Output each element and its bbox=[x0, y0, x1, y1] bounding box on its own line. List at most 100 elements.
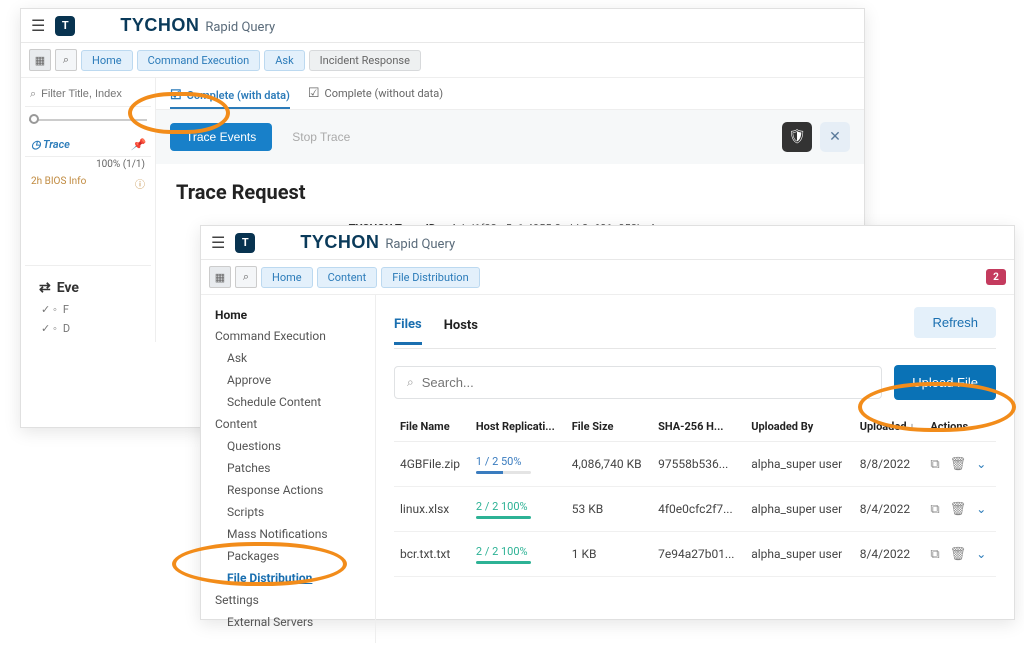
crumb-filedist[interactable]: File Distribution bbox=[381, 267, 479, 288]
brand-name: TYCHON bbox=[120, 15, 199, 36]
slider[interactable] bbox=[29, 113, 147, 127]
cell-sha: 4f0e0cfc2f7... bbox=[652, 487, 745, 532]
action-bar: Trace Events Stop Trace 🛡 ✕ bbox=[156, 110, 864, 164]
side-questions[interactable]: Questions bbox=[215, 435, 371, 457]
cell-actions: ⧉ 🗑 ⌄ bbox=[924, 532, 996, 577]
cell-uploadedby: alpha_super user bbox=[745, 532, 854, 577]
crumb-grid-icon[interactable]: ▦ bbox=[29, 49, 51, 71]
side-scripts[interactable]: Scripts bbox=[215, 501, 371, 523]
col-header[interactable]: Actions bbox=[924, 412, 996, 442]
events-heading: ⇄ Eve bbox=[31, 276, 151, 300]
crumb-home[interactable]: Home bbox=[261, 267, 313, 288]
stop-trace-button[interactable]: Stop Trace bbox=[282, 123, 360, 151]
cell-replication: 2 / 2 100% bbox=[470, 487, 566, 532]
side-approve[interactable]: Approve bbox=[215, 369, 371, 391]
pin-icon: 📌 bbox=[131, 138, 145, 151]
side-ce[interactable]: Command Execution bbox=[215, 325, 371, 347]
refresh-button[interactable]: Refresh bbox=[914, 307, 996, 338]
section-title: Trace Request bbox=[176, 180, 844, 204]
breadcrumb: ▦ ⌕ Home Command Execution Ask Incident … bbox=[21, 43, 864, 78]
trace-events-button[interactable]: Trace Events bbox=[170, 123, 272, 151]
window-filedist: ☰ T TYCHON Rapid Query ▦ ⌕ Home Content … bbox=[200, 225, 1015, 620]
left-panel: ⌕ ◷ Trace 📌 100% (1/1) 2h BIOS Info ⓘ ⇄ … bbox=[21, 78, 156, 342]
search-box[interactable]: ⌕ bbox=[394, 366, 882, 399]
check-icon: ☑ bbox=[308, 86, 320, 101]
trace-item[interactable]: ◷ Trace 📌 bbox=[25, 133, 151, 157]
col-header[interactable]: Host Replicati... bbox=[470, 412, 566, 442]
side-extservers[interactable]: External Servers bbox=[215, 611, 371, 633]
shield-icon[interactable]: 🛡 bbox=[782, 122, 812, 152]
side-schedule[interactable]: Schedule Content bbox=[215, 391, 371, 413]
crumb-grid-icon[interactable]: ▦ bbox=[209, 266, 231, 288]
cell-uploadedby: alpha_super user bbox=[745, 442, 854, 487]
side-settings[interactable]: Settings bbox=[215, 589, 371, 611]
crumb-home[interactable]: Home bbox=[81, 50, 133, 71]
chevron-down-icon[interactable]: ⌄ bbox=[976, 502, 986, 516]
side-patches[interactable]: Patches bbox=[215, 457, 371, 479]
side-home[interactable]: Home bbox=[215, 305, 371, 325]
tab-complete-nodata[interactable]: ☑ Complete (without data) bbox=[308, 86, 443, 101]
logo-mark: T bbox=[55, 16, 75, 36]
side-ask[interactable]: Ask bbox=[215, 347, 371, 369]
col-header[interactable]: File Size bbox=[566, 412, 652, 442]
tab-files[interactable]: Files bbox=[394, 311, 422, 345]
tab-label: Complete (without data) bbox=[325, 87, 444, 100]
crumb-ir[interactable]: Incident Response bbox=[309, 50, 421, 71]
delete-icon[interactable]: 🗑 bbox=[950, 502, 967, 517]
side-filedist[interactable]: File Distribution bbox=[215, 567, 371, 589]
bios-item[interactable]: 2h BIOS Info ⓘ bbox=[25, 172, 151, 195]
view-icon[interactable]: ⧉ bbox=[930, 457, 939, 472]
tab-complete-data[interactable]: ☑ Complete (with data) bbox=[170, 88, 290, 109]
search-input[interactable] bbox=[422, 375, 870, 390]
side-massnotif[interactable]: Mass Notifications bbox=[215, 523, 371, 545]
view-icon[interactable]: ⧉ bbox=[930, 502, 939, 517]
logo-mark: T bbox=[235, 233, 255, 253]
upload-button[interactable]: Upload File bbox=[894, 365, 996, 400]
col-header[interactable]: File Name bbox=[394, 412, 470, 442]
side-response[interactable]: Response Actions bbox=[215, 479, 371, 501]
sidebar: Home Command Execution Ask Approve Sched… bbox=[201, 295, 376, 643]
cell-sha: 97558b536... bbox=[652, 442, 745, 487]
cell-date: 8/8/2022 bbox=[854, 442, 925, 487]
topbar: ☰ T TYCHON Rapid Query bbox=[21, 9, 864, 43]
tabs-bar: Files Hosts Refresh bbox=[394, 307, 996, 349]
chevron-down-icon[interactable]: ⌄ bbox=[976, 457, 986, 471]
check-icon: ☑ bbox=[170, 88, 182, 103]
evt-row: ✓ ◦ F bbox=[31, 300, 151, 319]
cell-actions: ⧉ 🗑 ⌄ bbox=[924, 487, 996, 532]
col-header[interactable]: Uploaded ↓ bbox=[854, 412, 925, 442]
side-content[interactable]: Content bbox=[215, 413, 371, 435]
close-icon[interactable]: ✕ bbox=[820, 122, 850, 152]
col-header[interactable]: SHA-256 H... bbox=[652, 412, 745, 442]
cell-actions: ⧉ 🗑 ⌄ bbox=[924, 442, 996, 487]
tab-label: Complete (with data) bbox=[187, 89, 290, 102]
cell-filename: 4GBFile.zip bbox=[394, 442, 470, 487]
chevron-down-icon[interactable]: ⌄ bbox=[976, 547, 986, 561]
delete-icon[interactable]: 🗑 bbox=[950, 457, 967, 472]
crumb-ce[interactable]: Command Execution bbox=[137, 50, 261, 71]
crumb-ask[interactable]: Ask bbox=[264, 50, 304, 71]
tab-hosts[interactable]: Hosts bbox=[444, 312, 478, 343]
menu-icon[interactable]: ☰ bbox=[211, 233, 225, 252]
topbar: ☰ T TYCHON Rapid Query bbox=[201, 226, 1014, 260]
brand: TYCHON Rapid Query bbox=[120, 15, 275, 36]
menu-icon[interactable]: ☰ bbox=[31, 16, 45, 35]
delete-icon[interactable]: 🗑 bbox=[950, 547, 967, 562]
crumb-search-icon[interactable]: ⌕ bbox=[55, 49, 77, 71]
breadcrumb: ▦ ⌕ Home Content File Distribution 2 bbox=[201, 260, 1014, 295]
notification-badge[interactable]: 2 bbox=[986, 269, 1006, 285]
bios-label: BIOS Info bbox=[45, 176, 87, 187]
main-content: Files Hosts Refresh ⌕ Upload File File N… bbox=[376, 295, 1014, 643]
brand-name: TYCHON bbox=[300, 232, 379, 253]
table-row: bcr.txt.txt2 / 2 100%1 KB7e94a27b01...al… bbox=[394, 532, 996, 577]
col-header[interactable]: Uploaded By bbox=[745, 412, 854, 442]
crumb-content[interactable]: Content bbox=[317, 267, 378, 288]
cell-size: 53 KB bbox=[566, 487, 652, 532]
filter-input[interactable] bbox=[41, 88, 131, 100]
filter-box[interactable]: ⌕ bbox=[25, 82, 151, 107]
crumb-search-icon[interactable]: ⌕ bbox=[235, 266, 257, 288]
evt-row: ✓ ◦ D bbox=[31, 319, 151, 338]
status-tabs: ☑ Complete (with data) ☑ Complete (witho… bbox=[156, 78, 864, 110]
side-packages[interactable]: Packages bbox=[215, 545, 371, 567]
view-icon[interactable]: ⧉ bbox=[930, 547, 939, 562]
